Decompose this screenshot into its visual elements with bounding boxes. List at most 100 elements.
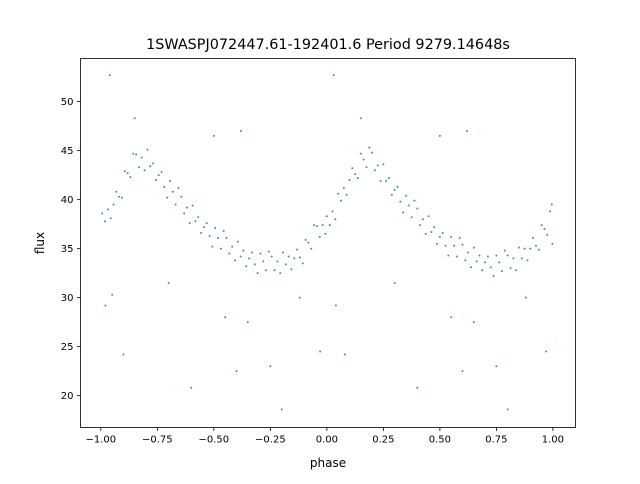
data-point [501,270,504,273]
data-point [321,224,324,227]
data-point [180,195,183,198]
data-point [126,172,129,175]
data-point [362,158,365,161]
data-point [396,185,399,188]
y-tick-label: 35 [61,244,74,255]
data-point [154,179,157,182]
data-point [407,204,410,207]
data-point [427,215,430,218]
data-point [129,176,132,179]
data-point [205,222,208,225]
data-point [242,249,245,252]
data-point [233,259,236,262]
data-point [382,163,385,166]
data-point [167,281,170,284]
data-point [287,255,290,258]
y-tick-label: 50 [61,97,74,108]
data-point [390,193,393,196]
data-point [253,263,256,266]
x-axis-label: phase [310,456,346,470]
data-point [421,218,424,221]
data-point [371,151,374,154]
data-point [149,165,152,168]
data-point [453,244,456,247]
x-tick-label: 0.25 [372,435,394,446]
data-point [379,180,382,183]
y-tick-label: 40 [61,195,74,206]
data-point [197,216,200,219]
data-point [331,210,334,213]
data-point [120,196,123,199]
data-point [101,212,104,215]
data-point [495,254,498,257]
data-point [177,186,180,189]
data-point [123,170,126,173]
data-point [503,249,506,252]
data-point [319,350,322,353]
data-point [104,220,107,223]
data-point [315,225,318,228]
data-point [332,74,335,77]
data-point [276,260,279,263]
data-point [219,247,222,250]
data-point [224,316,227,319]
data-point [416,386,419,389]
data-point [246,321,249,324]
y-tick-label: 20 [61,391,74,402]
y-tick-label: 45 [61,146,74,157]
data-point [464,259,467,262]
data-point [185,206,188,209]
data-point [481,269,484,272]
data-point [484,261,487,264]
data-point [140,156,143,159]
data-point [236,240,239,243]
data-point [385,180,388,183]
data-point [365,166,368,169]
data-point [543,228,546,231]
data-point [506,408,509,411]
data-point [461,370,464,373]
data-point [171,190,174,193]
data-point [324,232,327,235]
data-point [318,235,321,238]
data-point [217,236,220,239]
data-point [183,212,186,215]
data-point [313,224,316,227]
y-tick-label: 25 [61,342,74,353]
data-point [106,208,109,211]
data-point [342,186,345,189]
data-point [337,192,340,195]
data-point [310,247,313,250]
data-point [262,260,265,263]
data-point [211,245,214,248]
data-point [393,188,396,191]
data-point [520,257,523,260]
data-point [458,236,461,239]
data-points [101,74,554,411]
data-point [368,146,371,149]
data-point [191,204,194,207]
data-point [343,353,346,356]
data-point [259,252,262,255]
chart-title: 1SWASPJ072447.61-192401.6 Period 9279.14… [146,37,510,53]
data-point [393,281,396,284]
x-tick-label: −1.00 [86,435,117,446]
x-tick-label: 1.00 [542,435,564,446]
data-point [545,350,548,353]
data-point [495,365,498,368]
data-point [166,196,169,199]
data-point [290,268,293,271]
data-point [132,152,135,155]
x-tick-label: 0.75 [485,435,507,446]
plot-frame [80,58,576,428]
data-point [194,220,197,223]
data-point [293,257,296,260]
data-point [345,193,348,196]
data-point [461,243,464,246]
data-point [298,256,301,259]
data-point [551,242,554,245]
x-tick-label: −0.50 [199,435,230,446]
data-point [413,199,416,202]
